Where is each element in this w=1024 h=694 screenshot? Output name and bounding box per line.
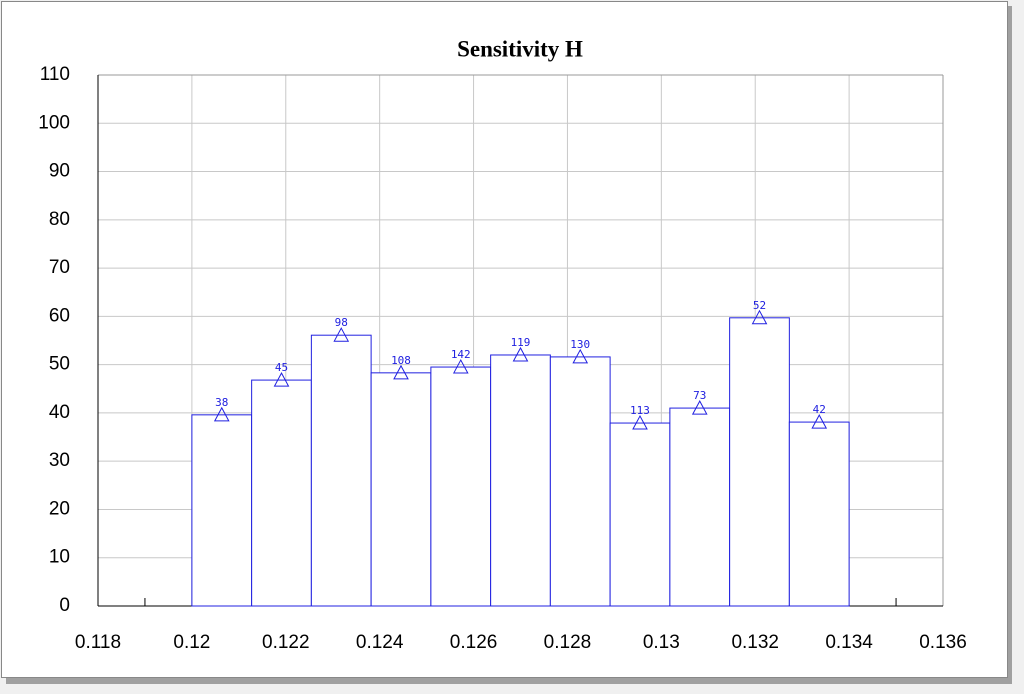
point-label: 52	[753, 299, 766, 312]
y-tick-label: 10	[49, 547, 70, 568]
point-label: 130	[570, 338, 590, 351]
point-label: 142	[451, 348, 471, 361]
chart-title: Sensitivity H	[457, 36, 583, 61]
x-tick-label: 0.128	[544, 632, 592, 653]
x-tick-label: 0.132	[731, 632, 779, 653]
y-tick-label: 60	[49, 305, 70, 326]
y-tick-label: 110	[40, 64, 70, 85]
bar	[370, 372, 432, 607]
marker	[333, 327, 350, 342]
y-tick-label: 90	[49, 161, 70, 182]
x-tick-label: 0.136	[919, 632, 967, 653]
x-tick-label: 0.122	[262, 632, 310, 653]
bar	[430, 366, 492, 607]
bar	[669, 407, 731, 607]
x-tick-label: 0.134	[825, 632, 873, 653]
y-tick-label: 70	[49, 257, 70, 278]
bar	[191, 414, 253, 607]
y-tick-label: 20	[49, 498, 70, 519]
point-label: 119	[511, 336, 531, 349]
bar	[788, 421, 850, 607]
y-tick-label: 0	[59, 595, 70, 616]
point-label: 113	[630, 404, 650, 417]
bar	[310, 334, 372, 607]
point-label: 38	[215, 396, 228, 409]
point-label: 98	[335, 316, 348, 329]
marker	[751, 309, 768, 325]
marker	[811, 414, 828, 429]
x-tick-label: 0.126	[450, 632, 498, 653]
point-label: 45	[275, 361, 288, 374]
bar	[609, 422, 671, 607]
marker	[512, 346, 529, 362]
point-label: 108	[391, 354, 411, 367]
x-tick-label: 0.12	[173, 632, 210, 653]
y-tick-label: 40	[49, 402, 70, 423]
marker	[632, 414, 648, 430]
marker	[691, 400, 708, 415]
marker	[273, 372, 290, 387]
x-tick-label: 0.13	[643, 632, 680, 653]
point-label: 42	[813, 403, 826, 416]
bar	[251, 379, 312, 607]
y-tick-label: 80	[49, 209, 70, 230]
bar	[729, 317, 790, 607]
y-tick-label: 100	[38, 112, 70, 133]
y-tick-label: 30	[49, 450, 70, 471]
marker	[213, 406, 230, 422]
x-tick-label: 0.124	[356, 632, 404, 653]
x-tick-label: 0.118	[75, 632, 121, 653]
marker	[393, 364, 409, 380]
marker	[572, 348, 589, 364]
y-tick-label: 50	[49, 354, 70, 375]
point-label: 73	[693, 389, 706, 402]
marker	[452, 358, 469, 374]
bar	[490, 354, 551, 607]
bar	[549, 356, 611, 607]
